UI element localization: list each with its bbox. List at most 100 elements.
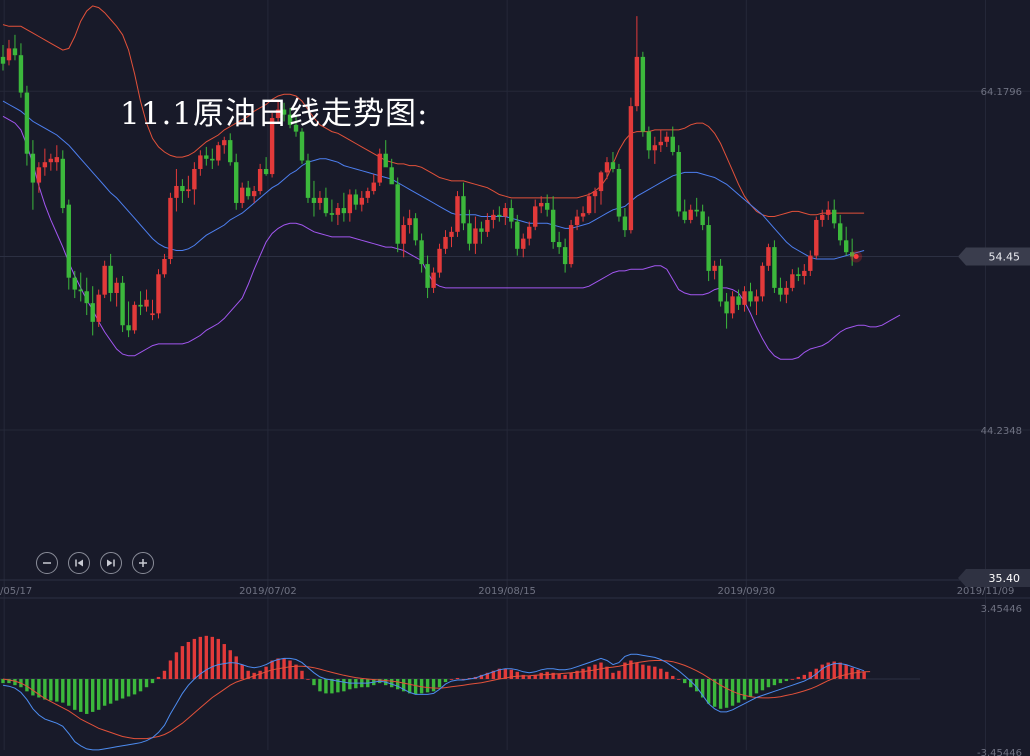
macd-histogram-bar [156, 676, 161, 679]
candle-body [240, 187, 245, 203]
last-price-label: 54.45 [989, 250, 1021, 263]
jump-end-button[interactable] [100, 552, 122, 574]
macd-histogram-bar [186, 642, 191, 679]
macd-histogram-bar [694, 679, 699, 692]
candle-body [192, 168, 197, 190]
macd-histogram-bar [659, 668, 663, 679]
candle-body [222, 140, 227, 146]
candle-body [383, 153, 388, 168]
candle-body [72, 277, 77, 290]
macd-histogram-bar [724, 679, 729, 708]
y-tick-label: 64.1796 [981, 87, 1022, 98]
candle-body [281, 109, 287, 115]
candle-body [664, 136, 669, 142]
candle-body [78, 289, 83, 292]
macd-histogram-bar [61, 679, 65, 703]
macd-histogram-bar [102, 679, 107, 706]
macd-histogram-bar [25, 679, 29, 692]
candle-body [527, 226, 532, 239]
candle-body [371, 182, 376, 192]
candle-body [30, 153, 36, 183]
macd-histogram-bar [234, 656, 238, 679]
candle-body [401, 225, 406, 244]
jump-start-button[interactable] [68, 552, 90, 574]
macd-histogram-bar [228, 650, 232, 679]
macd-histogram-bar [503, 668, 508, 679]
macd-histogram-bar [204, 635, 209, 679]
candle-body [820, 214, 825, 220]
macd-histogram-bar [742, 679, 747, 700]
candle-body [317, 197, 323, 203]
macd-histogram-bar [497, 668, 502, 679]
macd-y-tick-label: 3.45446 [981, 604, 1022, 615]
candle-body [359, 197, 364, 205]
macd-histogram-bar [144, 679, 149, 688]
candle-body [299, 131, 305, 161]
candle-body [586, 196, 592, 214]
macd-histogram-bar [401, 679, 406, 692]
candle-body [0, 56, 6, 64]
macd-histogram-bar [348, 679, 352, 690]
page-title: 11.1原油日线走势图: [120, 96, 429, 132]
macd-histogram-bar [216, 638, 220, 679]
candle-body [216, 145, 221, 161]
x-tick-label: 2019/11/09 [957, 586, 1015, 597]
candle-body [90, 303, 95, 322]
candle-body [658, 141, 663, 146]
macd-histogram-bar [677, 679, 681, 680]
macd-histogram-bar [826, 662, 830, 679]
macd-histogram-bar [1, 679, 5, 684]
macd-histogram-bar [162, 670, 167, 679]
candle-body [275, 109, 281, 119]
macd-histogram-bar [312, 679, 316, 686]
macd-histogram-bar [419, 679, 424, 694]
macd-histogram-bar [641, 664, 645, 679]
upper-band-line [2, 5, 865, 217]
candle-body [204, 155, 209, 159]
macd-histogram-bar [210, 636, 214, 679]
macd-histogram-bar [431, 679, 436, 692]
candle-body [419, 240, 424, 265]
candle-body [688, 209, 693, 220]
macd-histogram-bar [587, 666, 591, 679]
macd-histogram-bar [120, 679, 125, 699]
candle-body [455, 196, 460, 232]
macd-histogram-bar [623, 662, 627, 679]
macd-histogram-bar [479, 674, 484, 679]
macd-histogram-bar [617, 670, 621, 679]
macd-histogram-bar [150, 679, 155, 684]
candle-body [544, 202, 550, 210]
candle-body [485, 219, 490, 232]
macd-histogram-bar [820, 664, 824, 679]
zoom-out-button[interactable] [36, 552, 58, 574]
candle-body [168, 197, 173, 260]
macd-histogram-bar [67, 679, 71, 706]
candle-body [174, 185, 179, 198]
candle-body [706, 225, 711, 271]
macd-histogram-bar [174, 652, 179, 679]
candle-body [796, 274, 801, 276]
macd-histogram-bar [539, 672, 543, 679]
macd-histogram-bar [449, 679, 454, 680]
zoom-in-button[interactable] [132, 552, 154, 574]
macd-histogram-bar [91, 679, 95, 712]
macd-histogram-bar [282, 658, 286, 679]
candle-body [353, 194, 359, 205]
macd-histogram-bar [706, 679, 711, 704]
candle-body [730, 296, 735, 314]
candle-body [66, 204, 71, 278]
macd-histogram-bar [43, 679, 47, 700]
macd-histogram-bar [760, 679, 765, 691]
macd-histogram-bar [13, 679, 17, 686]
last-price-dot [853, 253, 859, 259]
macd-histogram-bar [635, 662, 639, 679]
candle-body [114, 282, 119, 293]
candle-body [24, 92, 30, 154]
macd-histogram-bar [390, 679, 394, 688]
macd-histogram-bar [73, 679, 77, 710]
macd-histogram-bar [306, 679, 310, 680]
macd-histogram-bar [108, 679, 113, 704]
macd-histogram-bar [132, 679, 137, 695]
